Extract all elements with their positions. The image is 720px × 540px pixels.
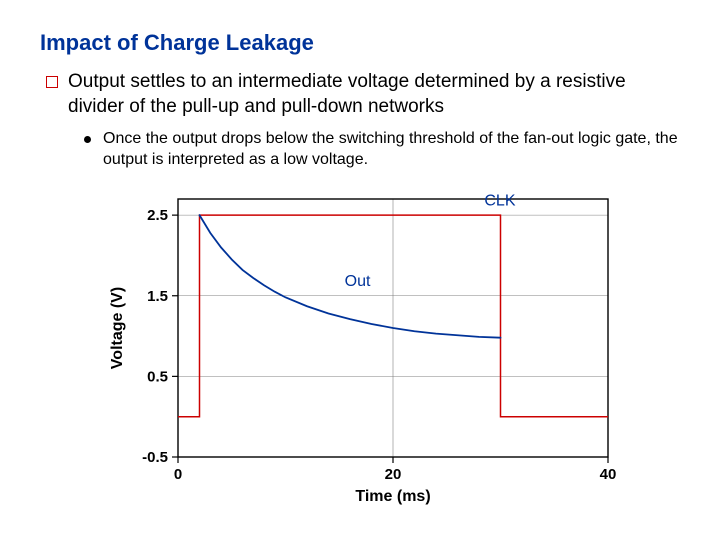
y-tick-label: 2.5 — [147, 207, 168, 224]
main-bullet-row: Output settles to an intermediate voltag… — [46, 70, 680, 119]
y-tick-label: 1.5 — [147, 288, 168, 305]
x-tick-label: 0 — [174, 466, 182, 483]
y-axis-title: Voltage (V) — [109, 287, 126, 369]
x-tick-label: 40 — [600, 466, 617, 483]
out-label: Out — [345, 273, 371, 290]
chart-svg: 0 20 40 -0.5 0.5 1.5 2.5 Time (ms) Voltage (V) CL… — [100, 189, 620, 509]
x-axis-title: Time (ms) — [355, 488, 430, 505]
dot-bullet-icon — [84, 136, 91, 143]
y-tick-label: -0.5 — [142, 449, 168, 466]
x-tick-label: 20 — [385, 466, 402, 483]
sub-bullet-row: Once the output drops below the switchin… — [84, 129, 680, 171]
page-title: Impact of Charge Leakage — [40, 30, 680, 56]
sub-bullet-text: Once the output drops below the switchin… — [103, 129, 680, 171]
main-bullet-text: Output settles to an intermediate voltag… — [68, 70, 680, 119]
square-bullet-icon — [46, 76, 58, 88]
voltage-time-chart: 0 20 40 -0.5 0.5 1.5 2.5 Time (ms) Voltage (V) CL… — [100, 189, 620, 514]
y-tick-label: 0.5 — [147, 368, 168, 385]
clk-label: CLK — [484, 192, 515, 209]
